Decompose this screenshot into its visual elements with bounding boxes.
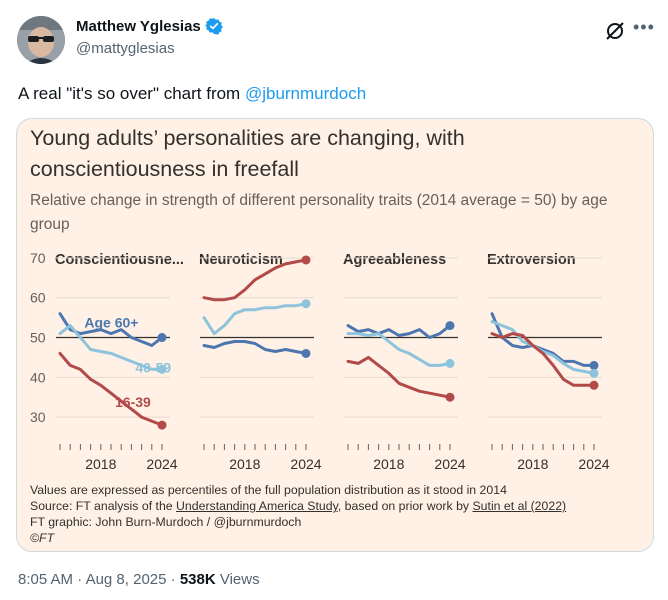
x-tick-label: 2018 (85, 456, 116, 472)
x-tick-label: 2018 (517, 456, 548, 472)
author-handle[interactable]: @mattyglesias (76, 40, 175, 57)
footer-source-text-a: Source: FT analysis of the (30, 499, 177, 513)
x-tick-label: 2024 (434, 456, 465, 472)
views-count: 538K (179, 571, 216, 588)
y-tick-label: 70 (30, 250, 46, 266)
series-line-40-59 (202, 302, 308, 336)
series-label: 40-59 (135, 359, 171, 375)
series-end-point (589, 368, 599, 378)
y-tick-label: 60 (30, 290, 46, 306)
tweet-text: A real "it's so over" chart from @jburnm… (18, 84, 366, 104)
series-end-point (589, 380, 599, 390)
chart-subtitle: Relative change in strength of different… (30, 192, 608, 233)
panel-title: Agreeableness (343, 252, 446, 268)
series-end-point (445, 358, 455, 368)
series-end-point (301, 299, 311, 309)
footer-source-text-b: , based on prior work by (337, 499, 473, 513)
tweet-time[interactable]: 8:05 AM (18, 571, 74, 588)
views-label: Views (219, 571, 260, 588)
author-display-name[interactable]: Matthew Yglesias (76, 17, 201, 35)
verified-badge-icon (204, 18, 223, 35)
x-tick-label: 2024 (146, 456, 177, 472)
meta-separator: · (77, 571, 83, 588)
series-label: Age 60+ (84, 315, 138, 331)
x-tick-label: 2018 (229, 456, 260, 472)
chart-title: Young adults’ personalities are changing… (30, 126, 465, 181)
footer-note: Values are expressed as percentiles of t… (30, 483, 507, 497)
y-tick-label: 30 (30, 409, 46, 425)
footer-copyright: ©FT (30, 531, 55, 545)
series-end-point (445, 392, 455, 402)
series-end-point (157, 420, 167, 430)
more-icon[interactable]: ••• (633, 17, 655, 37)
tweet-meta: 8:05 AM · Aug 8, 2025 · 538K Views (18, 571, 260, 588)
mention-link[interactable]: @jburnmurdoch (244, 84, 367, 103)
series-line-age-60- (202, 340, 308, 355)
series-line-16-39 (346, 355, 452, 399)
series-line-age-60- (346, 324, 452, 339)
grok-icon[interactable] (604, 20, 626, 47)
x-tick-label: 2024 (578, 456, 609, 472)
footer-source: Source: FT analysis of the Understanding… (30, 498, 566, 514)
tweet-text-body: A real "it's so over" chart from (18, 84, 245, 103)
chart-image-card[interactable]: Young adults’ personalities are changing… (16, 118, 654, 552)
series-line-16-39 (58, 351, 164, 427)
series-end-point (301, 348, 311, 358)
series-end-point (157, 364, 167, 374)
series-end-point (301, 255, 311, 265)
series-line-16-39 (490, 332, 596, 387)
x-tick-label: 2018 (373, 456, 404, 472)
y-tick-label: 40 (30, 369, 46, 385)
footer-source-link-sutin: Sutin et al (2022) (472, 499, 567, 513)
series-line-age-60- (490, 312, 596, 367)
avatar[interactable] (17, 16, 65, 64)
footer-credit: FT graphic: John Burn-Murdoch / @jburnmu… (30, 515, 302, 529)
chart-svg: 30 40 50 60 70 Conscientiousne... 2018 2024 Age … (30, 250, 610, 472)
series-line-16-39 (202, 258, 308, 302)
chart-footer: Values are expressed as percentiles of t… (30, 482, 566, 546)
panel-title: Neuroticism (199, 252, 283, 268)
series-end-point (589, 360, 599, 370)
series-end-point (445, 321, 455, 331)
panel-title: Extroversion (487, 252, 576, 268)
footer-source-link-study: Understanding America Study (176, 499, 338, 513)
series-end-point (157, 333, 167, 343)
series-line-40-59 (58, 324, 164, 371)
series-line-40-59 (346, 332, 452, 367)
tweet-date[interactable]: Aug 8, 2025 (85, 571, 167, 588)
x-tick-label: 2024 (290, 456, 321, 472)
y-tick-label: 50 (30, 330, 46, 346)
series-line-40-59 (490, 320, 596, 375)
meta-separator-2: · (170, 571, 176, 588)
series-label: 16-39 (115, 394, 151, 410)
panel-title: Conscientiousne... (55, 252, 184, 268)
